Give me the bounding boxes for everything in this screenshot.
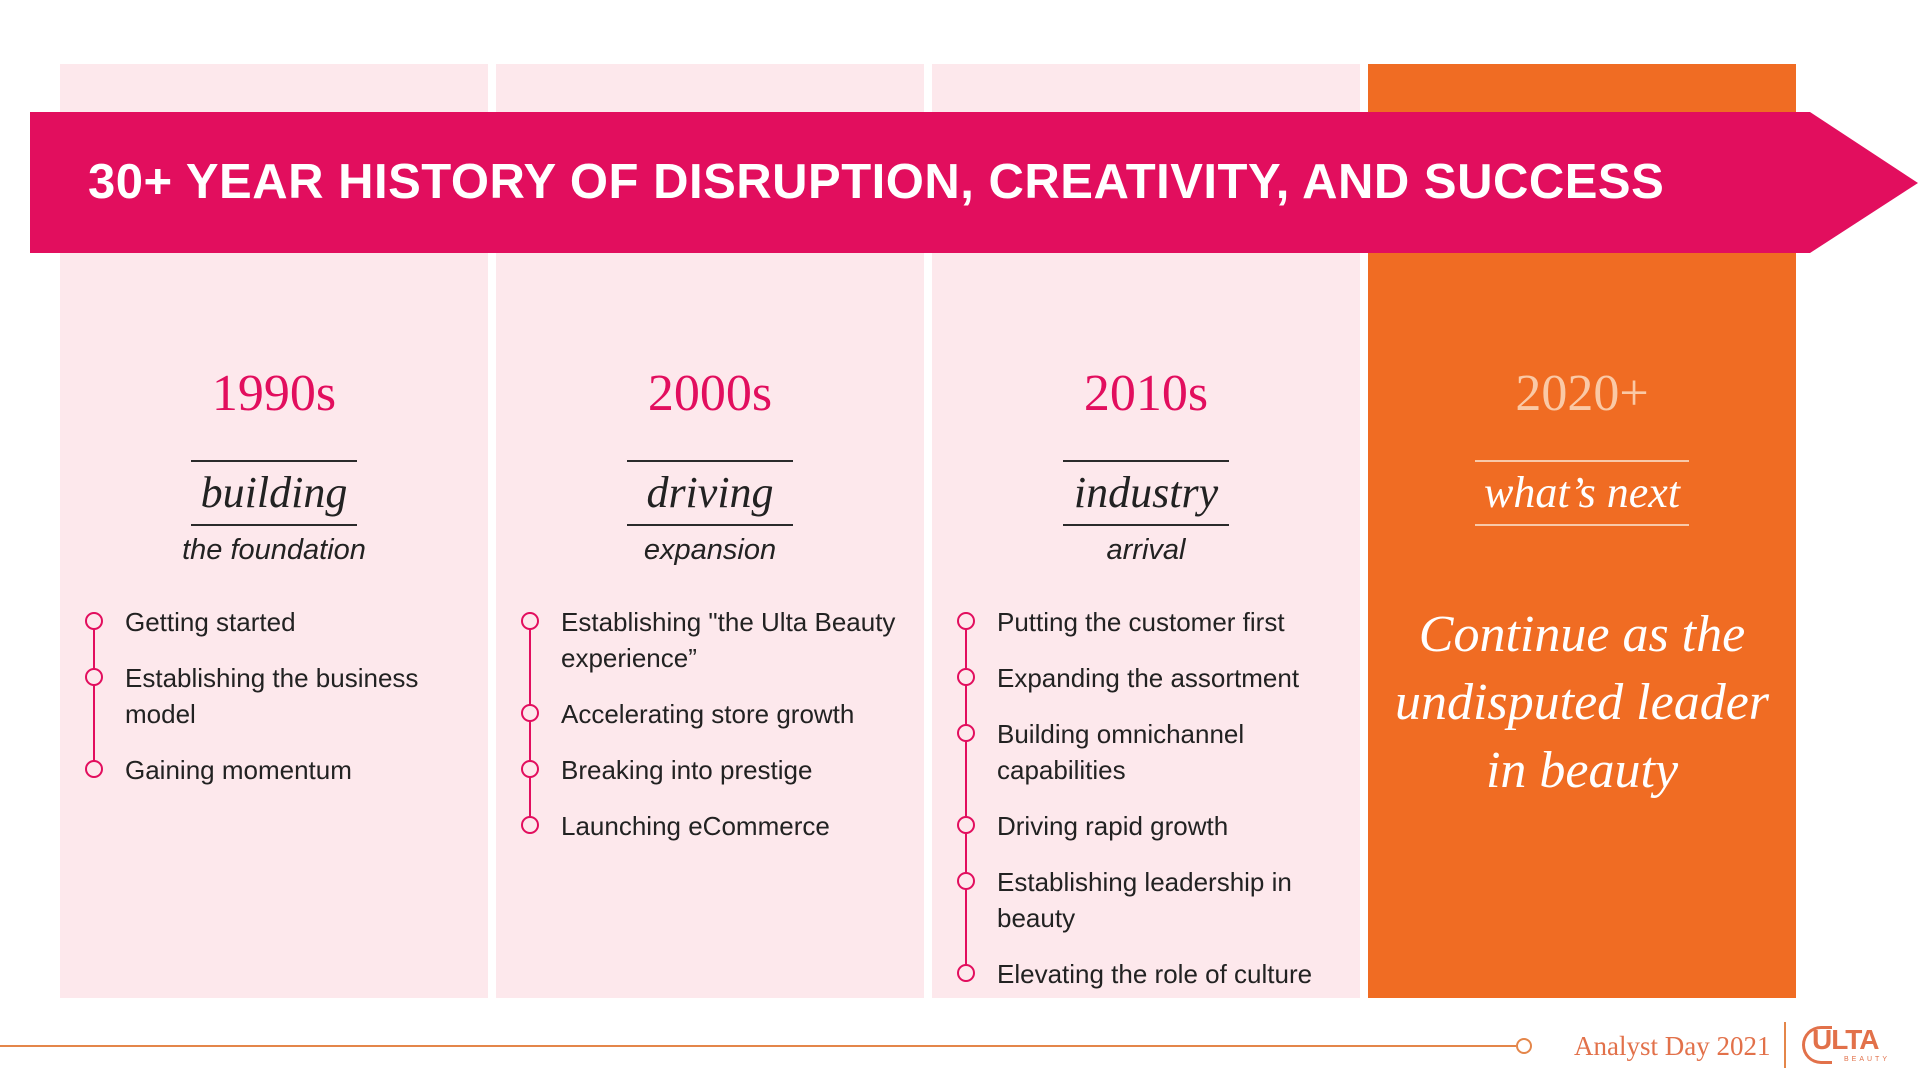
milestone-item: Driving rapid growth (957, 808, 1347, 887)
decade-heading: 2010s (1083, 365, 1209, 422)
footer-dot-icon (1516, 1038, 1532, 1054)
theme-heading: building (191, 460, 357, 526)
vision-statement: Continue as the undisputed leader in bea… (1394, 606, 1770, 799)
milestone-label: Accelerating store growth (561, 699, 855, 729)
milestone-item: Launching eCommerce (521, 808, 911, 844)
milestone-label: Getting started (125, 607, 296, 637)
timeline-dot-icon (957, 964, 975, 982)
timeline-dot-icon (521, 612, 539, 630)
milestone-label: Establishing "the Ulta Beauty experience… (561, 607, 896, 673)
timeline-dot-icon (521, 816, 539, 834)
timeline-dot-icon (85, 612, 103, 630)
theme-heading: industry (1063, 460, 1229, 526)
timeline-dot-icon (957, 612, 975, 630)
page-title: 30+ YEAR HISTORY OF DISRUPTION, CREATIVI… (88, 155, 1665, 209)
timeline-dot-icon (85, 668, 103, 686)
milestone-label: Gaining momentum (125, 755, 352, 785)
milestone-label: Building omnichannel capabilities (997, 719, 1245, 785)
theme-subtitle: arrival (1106, 534, 1186, 566)
timeline-dot-icon (957, 668, 975, 686)
footer-timeline-line (0, 1045, 1516, 1047)
milestone-item: Establishing "the Ulta Beauty experience… (521, 604, 911, 719)
logo-arc-icon (1802, 1026, 1832, 1064)
timeline-dot-icon (521, 704, 539, 722)
milestone-item: Building omnichannel capabilities (957, 716, 1347, 831)
timeline-dot-icon (957, 816, 975, 834)
decade-heading: 1990s (211, 365, 337, 422)
milestone-item: Expanding the assortment (957, 660, 1347, 739)
milestone-item: Accelerating store growth (521, 696, 911, 775)
milestone-item: Putting the customer first (957, 604, 1347, 683)
milestone-label: Driving rapid growth (997, 811, 1229, 841)
milestone-label: Breaking into prestige (561, 755, 813, 785)
timeline-dot-icon (957, 872, 975, 890)
milestone-timeline: Getting started Establishing the busines… (85, 604, 475, 808)
milestone-label: Elevating the role of culture (997, 959, 1313, 989)
title-banner: 30+ YEAR HISTORY OF DISRUPTION, CREATIVI… (30, 112, 1918, 253)
milestone-item: Gaining momentum (85, 752, 475, 788)
arrow-banner-shape (30, 112, 1918, 253)
milestone-label: Expanding the assortment (997, 663, 1300, 693)
milestone-label: Putting the customer first (997, 607, 1285, 637)
logo-subtext: BEAUTY (1844, 1056, 1891, 1063)
milestone-label: Launching eCommerce (561, 811, 830, 841)
timeline-dot-icon (85, 760, 103, 778)
event-label: Analyst Day 2021 (1574, 1031, 1771, 1061)
milestone-label: Establishing the business model (125, 663, 419, 729)
milestone-timeline: Putting the customer first Expanding the… (957, 604, 1347, 1012)
ulta-logo: ULTA BEAUTY (1802, 1022, 1902, 1068)
milestone-item: Establishing leadership in beauty (957, 864, 1347, 979)
theme-subtitle: the foundation (182, 534, 366, 566)
timeline-dot-icon (957, 724, 975, 742)
milestone-item: Getting started (85, 604, 475, 683)
milestone-timeline: Establishing "the Ulta Beauty experience… (521, 604, 911, 864)
decade-heading: 2000s (647, 365, 773, 422)
theme-heading: what’s next (1475, 460, 1689, 526)
logo-wordmark: ULTA (1812, 1024, 1879, 1055)
milestone-item: Establishing the business model (85, 660, 475, 775)
decade-heading: 2020+ (1515, 365, 1649, 422)
theme-subtitle: expansion (643, 534, 777, 566)
footer-divider (1784, 1022, 1786, 1068)
timeline-dot-icon (521, 760, 539, 778)
theme-heading: driving (627, 460, 793, 526)
milestone-item: Elevating the role of culture (957, 956, 1347, 992)
milestone-item: Breaking into prestige (521, 752, 911, 831)
milestone-label: Establishing leadership in beauty (997, 867, 1292, 933)
